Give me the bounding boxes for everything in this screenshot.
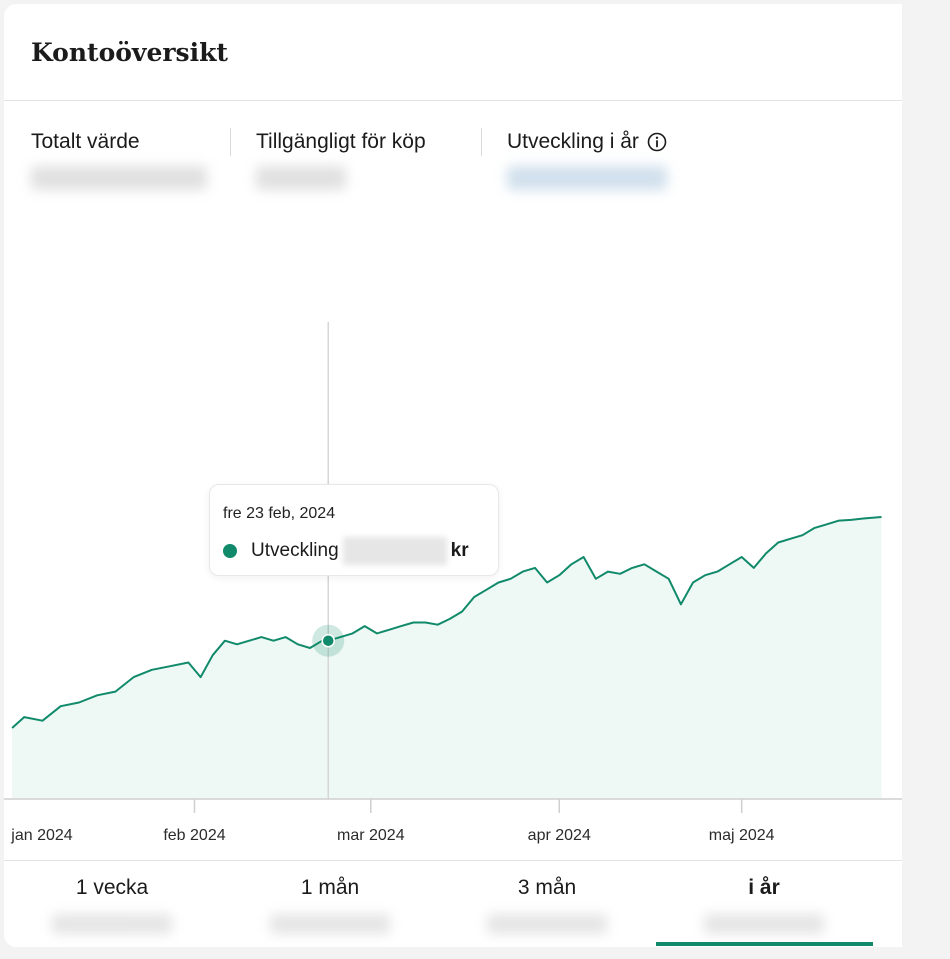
period-value-redacted [52, 914, 172, 934]
stat-value-redacted [256, 166, 346, 190]
period-label: 1 mån [300, 876, 360, 899]
x-tick-label: apr 2024 [527, 827, 591, 844]
chart-tooltip: fre 23 feb, 2024 Utveckling kr [209, 484, 499, 576]
stat-available: Tillgängligt för köp [256, 130, 426, 190]
account-overview-card: Kontoöversikt Totalt värde Tillgängligt … [4, 4, 902, 947]
period-label: i år [748, 876, 780, 899]
stat-label: Utveckling i år [507, 130, 639, 153]
period-tab-1-week[interactable]: 1 vecka [4, 876, 220, 934]
info-icon[interactable] [647, 132, 667, 152]
stat-separator [230, 128, 231, 156]
x-tick-label: feb 2024 [163, 827, 226, 844]
legend-dot-icon [223, 544, 237, 558]
x-tick-label: maj 2024 [708, 827, 775, 844]
tooltip-date: fre 23 feb, 2024 [223, 505, 336, 522]
stat-value-redacted [31, 166, 207, 190]
active-period-indicator [656, 942, 873, 946]
stat-value-redacted [507, 166, 667, 190]
x-tick-label: mar 2024 [337, 827, 405, 844]
tooltip-row: Utveckling kr [223, 537, 469, 565]
tooltip-value-redacted [342, 537, 447, 565]
header-divider [4, 100, 902, 101]
performance-chart[interactable] [4, 4, 902, 864]
stat-label: Tillgängligt för köp [256, 130, 426, 153]
highlight-point [321, 633, 335, 648]
period-value-redacted [704, 914, 824, 934]
period-value-redacted [487, 914, 607, 934]
period-label: 1 vecka [75, 876, 149, 899]
periods-divider [4, 860, 902, 861]
series-line [11, 516, 882, 729]
card-title: Kontoöversikt [31, 38, 228, 67]
tooltip-series-label: Utveckling [251, 540, 339, 561]
period-tab-1-month[interactable]: 1 mån [222, 876, 438, 934]
stat-ytd-development: Utveckling i år [507, 130, 667, 190]
period-tab-3-months[interactable]: 3 mån [439, 876, 655, 934]
series-area [12, 517, 882, 799]
period-tab-ytd[interactable]: i år [656, 876, 872, 934]
stat-total-value: Totalt värde [31, 130, 207, 190]
stat-separator [481, 128, 482, 156]
period-value-redacted [270, 914, 390, 934]
tooltip-unit: kr [450, 540, 469, 561]
period-label: 3 mån [517, 876, 577, 899]
stat-label: Totalt värde [31, 130, 140, 153]
x-tick-label: jan 2024 [11, 827, 73, 844]
